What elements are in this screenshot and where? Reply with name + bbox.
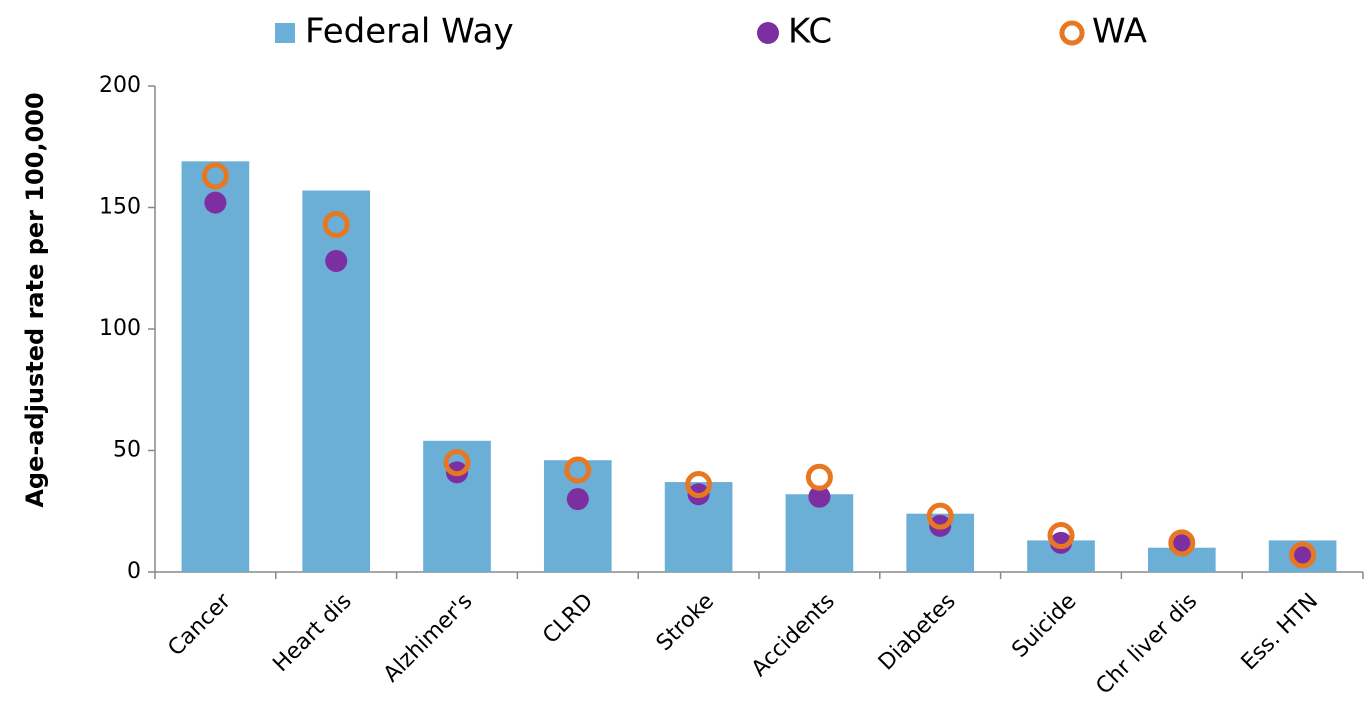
bar [181,161,250,572]
y-tick-label: 0 [127,559,141,584]
x-tick-label: Accidents [747,589,840,682]
ring [443,449,471,477]
y-tick-label: 50 [113,438,141,463]
x-tick-label: Cancer [163,588,236,661]
ring [926,502,954,530]
ring [564,456,592,484]
legend-label: KC [788,12,832,52]
dot [325,249,348,272]
legend-swatch [757,22,779,44]
ring [322,211,350,239]
legend-label: WA [1092,12,1147,52]
x-tick-label: Stroke [652,589,719,656]
y-tick-label: 100 [99,316,141,341]
bar [302,190,371,573]
y-tick-label: 150 [99,195,141,220]
x-tick-label: Diabetes [874,589,961,676]
dot [1050,531,1072,554]
x-tick-label: Heart dis [268,589,356,677]
x-tick-label: Suicide [1007,589,1081,663]
x-tick-label: CLRD [538,589,598,649]
ring [1289,541,1317,569]
legend-swatch [1059,20,1085,46]
x-tick-label: Chr liver dis [1091,589,1202,700]
ring [805,463,833,491]
legend-label: Federal Way [305,12,514,52]
x-tick-label: Alzhimer's [379,589,477,687]
bar [423,440,491,572]
ring [685,471,713,499]
ring [201,162,229,190]
bar [543,460,612,572]
dot [566,488,589,511]
ring [1168,529,1196,557]
y-axis-title: Age-adjusted rate per 100,000 [21,92,49,507]
ring [1047,522,1075,550]
y-tick-label: 200 [99,73,141,98]
legend-swatch [275,23,295,43]
dot [204,191,227,214]
dot [808,485,831,508]
x-tick-label: Ess. HTN [1237,589,1323,675]
